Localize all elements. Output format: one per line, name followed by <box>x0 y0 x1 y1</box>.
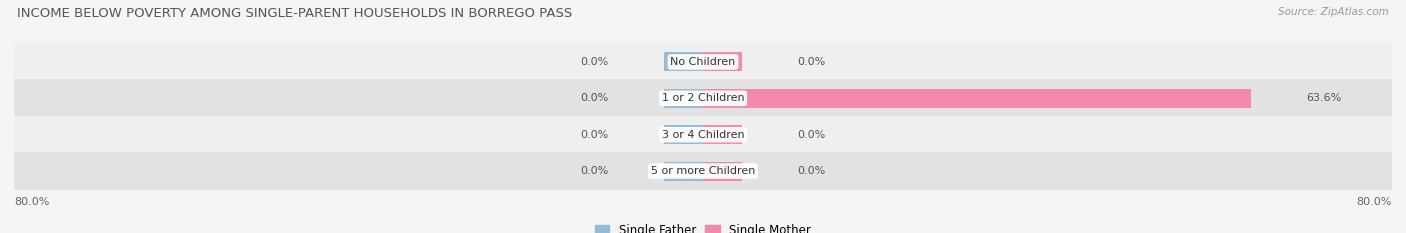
Text: No Children: No Children <box>671 57 735 67</box>
Text: 0.0%: 0.0% <box>797 57 825 67</box>
Bar <box>664 162 703 181</box>
Text: INCOME BELOW POVERTY AMONG SINGLE-PARENT HOUSEHOLDS IN BORREGO PASS: INCOME BELOW POVERTY AMONG SINGLE-PARENT… <box>17 7 572 20</box>
Bar <box>664 89 703 108</box>
Text: 0.0%: 0.0% <box>581 166 609 176</box>
Text: Source: ZipAtlas.com: Source: ZipAtlas.com <box>1278 7 1389 17</box>
Bar <box>703 125 742 144</box>
Bar <box>703 89 1251 108</box>
Bar <box>703 162 742 181</box>
FancyBboxPatch shape <box>14 152 1392 190</box>
Bar <box>664 125 703 144</box>
Text: 63.6%: 63.6% <box>1306 93 1341 103</box>
FancyBboxPatch shape <box>14 43 1392 81</box>
Text: 0.0%: 0.0% <box>581 57 609 67</box>
Text: 1 or 2 Children: 1 or 2 Children <box>662 93 744 103</box>
Text: 80.0%: 80.0% <box>1357 196 1392 206</box>
Legend: Single Father, Single Mother: Single Father, Single Mother <box>591 219 815 233</box>
Text: 0.0%: 0.0% <box>797 166 825 176</box>
Text: 0.0%: 0.0% <box>581 130 609 140</box>
Text: 0.0%: 0.0% <box>581 93 609 103</box>
Bar <box>664 52 703 71</box>
FancyBboxPatch shape <box>14 79 1392 117</box>
Text: 5 or more Children: 5 or more Children <box>651 166 755 176</box>
FancyBboxPatch shape <box>14 116 1392 154</box>
Text: 0.0%: 0.0% <box>797 130 825 140</box>
Text: 3 or 4 Children: 3 or 4 Children <box>662 130 744 140</box>
Text: 80.0%: 80.0% <box>14 196 49 206</box>
Bar <box>703 52 742 71</box>
